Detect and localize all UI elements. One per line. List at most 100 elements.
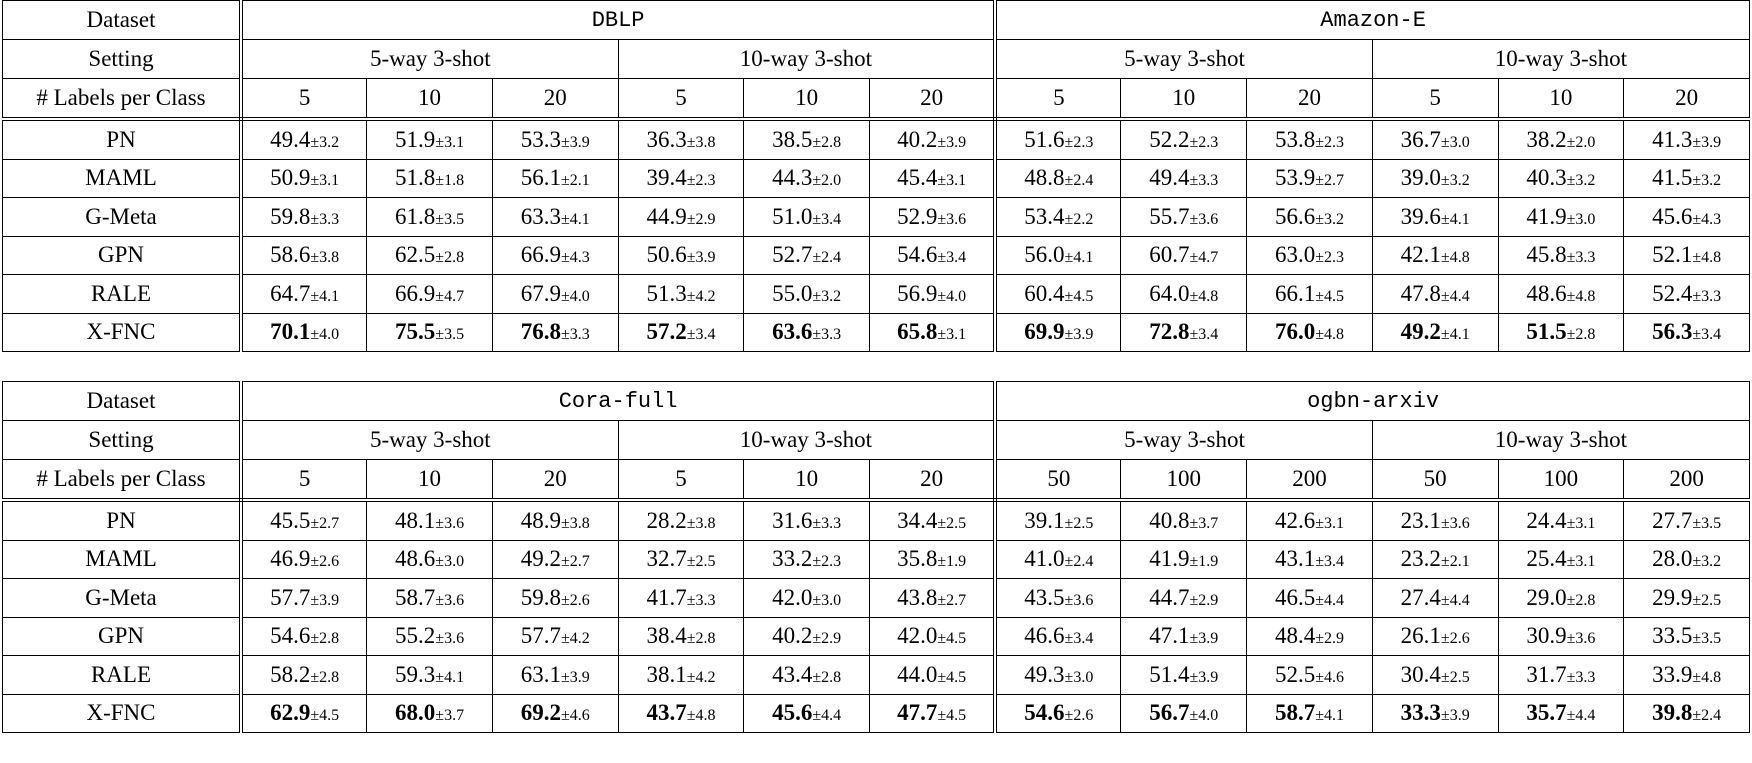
result-cell: 39.4±2.3 xyxy=(617,158,745,198)
result-cell: 41.3±3.9 xyxy=(1623,118,1750,160)
result-cell: 45.8±3.3 xyxy=(1497,235,1625,275)
result-cell: 42.0±4.5 xyxy=(869,616,998,656)
std-value: ±2.7 xyxy=(1315,172,1344,190)
result-cell: 27.7±3.5 xyxy=(1623,499,1750,541)
label-count: 100 xyxy=(1497,459,1625,502)
mean-value: 62.5 xyxy=(395,242,436,268)
label-count: 5 xyxy=(617,459,745,502)
std-value: ±4.2 xyxy=(686,668,716,686)
mean-value: 53.3 xyxy=(520,126,561,152)
std-value: ±2.4 xyxy=(1064,553,1094,571)
mean-value: 69.2 xyxy=(520,700,561,726)
std-value: ±4.6 xyxy=(560,707,590,725)
label-count: 10 xyxy=(1497,78,1625,121)
result-cell: 41.0±2.4 xyxy=(994,539,1122,579)
std-value: ±2.8 xyxy=(310,668,340,686)
result-cell: 27.4±4.4 xyxy=(1371,578,1499,618)
method-name: X-FNC xyxy=(2,312,243,352)
result-cell: 46.9±2.6 xyxy=(240,539,368,579)
std-value: ±3.4 xyxy=(1315,553,1344,571)
result-cell: 45.5±2.7 xyxy=(240,499,368,541)
result-cell: 61.8±3.5 xyxy=(366,197,493,237)
std-value: ±2.5 xyxy=(937,514,967,532)
result-cell: 25.4±3.1 xyxy=(1497,539,1625,579)
label-count: 5 xyxy=(994,78,1122,121)
std-value: ±2.3 xyxy=(812,553,842,571)
labels-header-row: # Labels per Class 5 10 20 5 10 20 5 10 20 5 10 20 xyxy=(2,78,1750,121)
dataset-name: Cora-full xyxy=(240,381,998,421)
result-cell: 42.0±3.0 xyxy=(743,578,871,618)
mean-value: 23.2 xyxy=(1400,546,1441,572)
result-cell: 51.9±3.1 xyxy=(366,118,493,160)
label-count: 200 xyxy=(1246,459,1373,502)
result-cell: 53.3±3.9 xyxy=(491,118,619,160)
std-value: ±3.1 xyxy=(1566,514,1596,532)
std-value: ±2.7 xyxy=(937,591,967,609)
result-cell: 63.6±3.3 xyxy=(743,312,871,352)
std-value: ±4.5 xyxy=(937,707,967,725)
std-value: ±3.5 xyxy=(1692,630,1722,648)
std-value: ±3.6 xyxy=(1064,591,1094,609)
result-cell: 49.2±4.1 xyxy=(1371,312,1499,352)
mean-value: 48.6 xyxy=(395,546,436,572)
result-cell: 53.4±2.2 xyxy=(994,197,1122,237)
std-value: ±4.8 xyxy=(1566,287,1596,305)
mean-value: 38.4 xyxy=(646,623,687,649)
std-value: ±3.1 xyxy=(1315,514,1344,532)
result-cell: 30.4±2.5 xyxy=(1371,655,1499,695)
result-cell: 75.5±3.5 xyxy=(366,312,493,352)
std-value: ±3.8 xyxy=(310,249,340,267)
result-cell: 30.9±3.6 xyxy=(1497,616,1625,656)
mean-value: 63.6 xyxy=(772,319,813,345)
result-cell: 69.9±3.9 xyxy=(994,312,1122,352)
result-cell: 24.4±3.1 xyxy=(1497,499,1625,541)
label-count: 20 xyxy=(869,459,998,502)
std-value: ±4.8 xyxy=(686,707,716,725)
mean-value: 48.9 xyxy=(520,507,561,533)
result-cell: 66.9±4.3 xyxy=(491,235,619,275)
result-cell: 33.9±4.8 xyxy=(1623,655,1750,695)
method-name: MAML xyxy=(2,158,243,198)
mean-value: 29.0 xyxy=(1526,584,1567,610)
std-value: ±4.0 xyxy=(310,326,340,344)
std-value: ±2.6 xyxy=(310,553,340,571)
table-row: RALE 58.2±2.8 59.3±4.1 63.1±3.9 38.1±4.2 43.4… xyxy=(2,655,1750,695)
mean-value: 51.9 xyxy=(395,126,436,152)
mean-value: 52.4 xyxy=(1652,280,1693,306)
results-table: Dataset Cora-full ogbn-arxiv Setting 5-way 3… xyxy=(2,381,1751,733)
std-value: ±3.6 xyxy=(1440,514,1470,532)
std-value: ±2.8 xyxy=(686,630,716,648)
result-cell: 43.1±3.4 xyxy=(1246,539,1373,579)
mean-value: 49.3 xyxy=(1024,661,1065,687)
result-cell: 32.7±2.5 xyxy=(617,539,745,579)
result-cell: 44.3±2.0 xyxy=(743,158,871,198)
std-value: ±3.2 xyxy=(1566,172,1596,190)
std-value: ±4.5 xyxy=(1064,287,1094,305)
std-value: ±3.3 xyxy=(1692,287,1722,305)
mean-value: 66.9 xyxy=(520,242,561,268)
mean-value: 48.6 xyxy=(1526,280,1567,306)
mean-value: 66.1 xyxy=(1274,280,1316,306)
mean-value: 41.7 xyxy=(646,584,687,610)
std-value: ±3.4 xyxy=(686,326,716,344)
label-count: 10 xyxy=(743,459,871,502)
mean-value: 44.9 xyxy=(646,203,687,229)
table-row: PN 49.4±3.2 51.9±3.1 53.3±3.9 36.3±3.8 38.5±2… xyxy=(2,118,1750,160)
mean-value: 56.9 xyxy=(897,280,938,306)
mean-value: 52.9 xyxy=(897,203,938,229)
result-cell: 41.5±3.2 xyxy=(1623,158,1750,198)
mean-value: 45.4 xyxy=(897,165,938,191)
label-count: 20 xyxy=(491,459,619,502)
result-cell: 48.4±2.9 xyxy=(1246,616,1373,656)
mean-value: 65.8 xyxy=(897,319,938,345)
result-cell: 57.7±3.9 xyxy=(240,578,368,618)
std-value: ±4.1 xyxy=(1315,707,1344,725)
result-cell: 58.6±3.8 xyxy=(240,235,368,275)
result-cell: 54.6±2.6 xyxy=(994,693,1122,733)
label-count: 10 xyxy=(1120,78,1248,121)
std-value: ±2.7 xyxy=(560,553,590,571)
std-value: ±2.5 xyxy=(1064,514,1094,532)
result-cell: 52.5±4.6 xyxy=(1246,655,1373,695)
std-value: ±3.6 xyxy=(435,591,465,609)
std-value: ±4.5 xyxy=(310,707,340,725)
